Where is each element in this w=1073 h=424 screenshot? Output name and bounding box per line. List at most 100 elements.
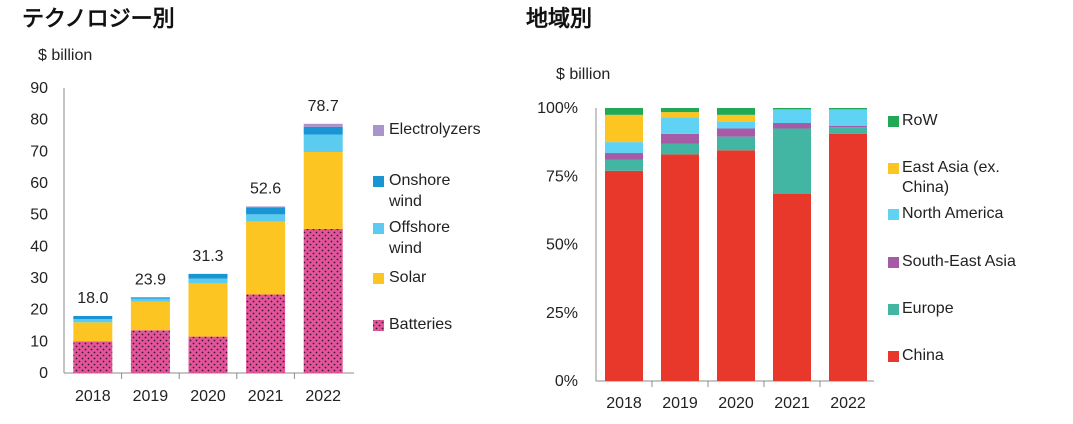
tech-bar-electrolyzers-2022 — [303, 123, 343, 127]
tech-legend-swatch-electrolyzers — [373, 125, 384, 136]
tech-bar-onshore-2018 — [73, 316, 113, 320]
technology-unit-label: $ billion — [38, 47, 92, 64]
region-ytick-label: 25% — [546, 305, 578, 322]
tech-bar-solar-2022 — [303, 151, 343, 229]
region-category-label: 2018 — [606, 395, 642, 412]
region-bar-north_america-2022 — [829, 109, 867, 126]
tech-legend-label-batteries: Batteries — [389, 316, 452, 333]
tech-bar-solar-2020 — [188, 283, 228, 337]
region-bar-north_america-2020 — [717, 121, 755, 129]
tech-bar-solar-2021 — [246, 221, 286, 295]
region-bar-row-2019 — [661, 108, 699, 113]
tech-ytick-label: 90 — [30, 80, 48, 97]
tech-legend-label-offshore: Offshore wind — [388, 219, 450, 257]
tech-bar-offshore-2021 — [246, 214, 286, 222]
tech-ytick-label: 30 — [30, 270, 48, 287]
tech-ytick-label: 80 — [30, 112, 48, 129]
tech-ytick-label: 60 — [30, 175, 48, 192]
tech-ytick-label: 50 — [30, 207, 48, 224]
region-category-label: 2022 — [830, 395, 866, 412]
region-ytick-label: 75% — [546, 168, 578, 185]
tech-legend-label-electrolyzers: Electrolyzers — [389, 121, 481, 138]
region-bar-east_asia-2019 — [661, 112, 699, 118]
tech-bar-batteries-2022 — [303, 228, 343, 373]
region-category-label: 2021 — [774, 395, 810, 412]
tech-ytick-label: 70 — [30, 143, 48, 160]
tech-bar-onshore-2022 — [303, 126, 343, 135]
region-legend-swatch-east_asia — [888, 163, 899, 174]
region-bar-china-2018 — [605, 170, 643, 381]
region-legend-label-south_east_asia: South-East Asia — [902, 253, 1016, 270]
region-category-label: 2019 — [662, 395, 698, 412]
tech-category-label: 2019 — [133, 388, 169, 405]
region-bar-north_america-2019 — [661, 117, 699, 134]
tech-bar-electrolyzers-2021 — [246, 206, 286, 208]
region-legend-swatch-north_america — [888, 209, 899, 220]
technology-chart: テクノロジー別 $ billion 0 10 20 30 40 50 60 70 80 90 201… — [22, 7, 481, 405]
region-bar-china-2022 — [829, 133, 867, 381]
region-bar-south_east_asia-2019 — [661, 133, 699, 144]
tech-category-label: 2022 — [305, 388, 341, 405]
region-bar-north_america-2018 — [605, 142, 643, 154]
tech-legend-swatch-batteries — [373, 320, 384, 331]
region-bar-south_east_asia-2018 — [605, 153, 643, 160]
region-bar-south_east_asia-2020 — [717, 128, 755, 137]
tech-ytick-label: 20 — [30, 302, 48, 319]
region-bar-europe-2022 — [829, 127, 867, 134]
region-chart: 地域別 $ billion 0% 25% 50% 75% 100% 2018 2019 202… — [526, 6, 1016, 412]
region-legend-swatch-row — [888, 116, 899, 127]
region-bar-china-2019 — [661, 154, 699, 381]
region-unit-label: $ billion — [556, 66, 610, 83]
tech-category-label: 2018 — [75, 388, 111, 405]
region-category-label: 2020 — [718, 395, 754, 412]
total-label-2021: 52.6 — [250, 180, 281, 197]
tech-bar-batteries-2021 — [246, 294, 286, 373]
tech-bar-onshore-2019 — [130, 297, 170, 299]
region-chart-title: 地域別 — [526, 6, 592, 32]
region-legend-label-row: RoW — [902, 112, 938, 129]
total-label-2020: 31.3 — [192, 248, 223, 265]
tech-legend-swatch-offshore — [373, 223, 384, 234]
tech-category-label: 2020 — [190, 388, 226, 405]
tech-bar-onshore-2021 — [246, 207, 286, 215]
region-legend-swatch-europe — [888, 304, 899, 315]
region-bar-europe-2018 — [605, 159, 643, 171]
region-bar-south_east_asia-2022 — [829, 125, 867, 128]
region-bar-east_asia-2020 — [717, 114, 755, 122]
tech-bar-offshore-2022 — [303, 134, 343, 152]
region-bar-europe-2019 — [661, 143, 699, 155]
region-legend-label-europe: Europe — [902, 300, 954, 317]
total-label-2018: 18.0 — [77, 290, 108, 307]
region-legend-label-east_asia: East Asia (ex. China) — [902, 159, 1000, 196]
region-bar-china-2020 — [717, 150, 755, 381]
tech-bar-offshore-2019 — [130, 298, 170, 302]
region-ytick-label: 100% — [537, 100, 578, 117]
region-bar-china-2021 — [773, 193, 811, 381]
tech-bar-solar-2019 — [130, 301, 170, 331]
tech-bar-onshore-2020 — [188, 273, 228, 279]
region-bar-row-2021 — [773, 108, 811, 110]
tech-legend-swatch-solar — [373, 273, 384, 284]
tech-category-label: 2021 — [248, 388, 284, 405]
region-legend-label-china: China — [902, 347, 944, 364]
region-bar-south_east_asia-2021 — [773, 123, 811, 129]
region-bar-europe-2021 — [773, 128, 811, 194]
tech-bar-solar-2018 — [73, 322, 113, 342]
region-legend-swatch-south_east_asia — [888, 257, 899, 268]
total-label-2019: 23.9 — [135, 271, 166, 288]
region-ytick-label: 50% — [546, 237, 578, 254]
region-bar-europe-2020 — [717, 136, 755, 151]
region-bar-north_america-2021 — [773, 109, 811, 124]
technology-chart-title: テクノロジー別 — [22, 7, 175, 32]
tech-ytick-label: 0 — [39, 365, 48, 382]
tech-bar-offshore-2018 — [73, 319, 113, 323]
region-bar-row-2018 — [605, 108, 643, 115]
region-legend-swatch-china — [888, 351, 899, 362]
tech-bar-batteries-2019 — [130, 330, 170, 373]
tech-bar-batteries-2018 — [73, 341, 113, 373]
tech-legend-swatch-onshore — [373, 176, 384, 187]
region-bar-east_asia-2018 — [605, 114, 643, 143]
region-ytick-label: 0% — [555, 373, 578, 390]
